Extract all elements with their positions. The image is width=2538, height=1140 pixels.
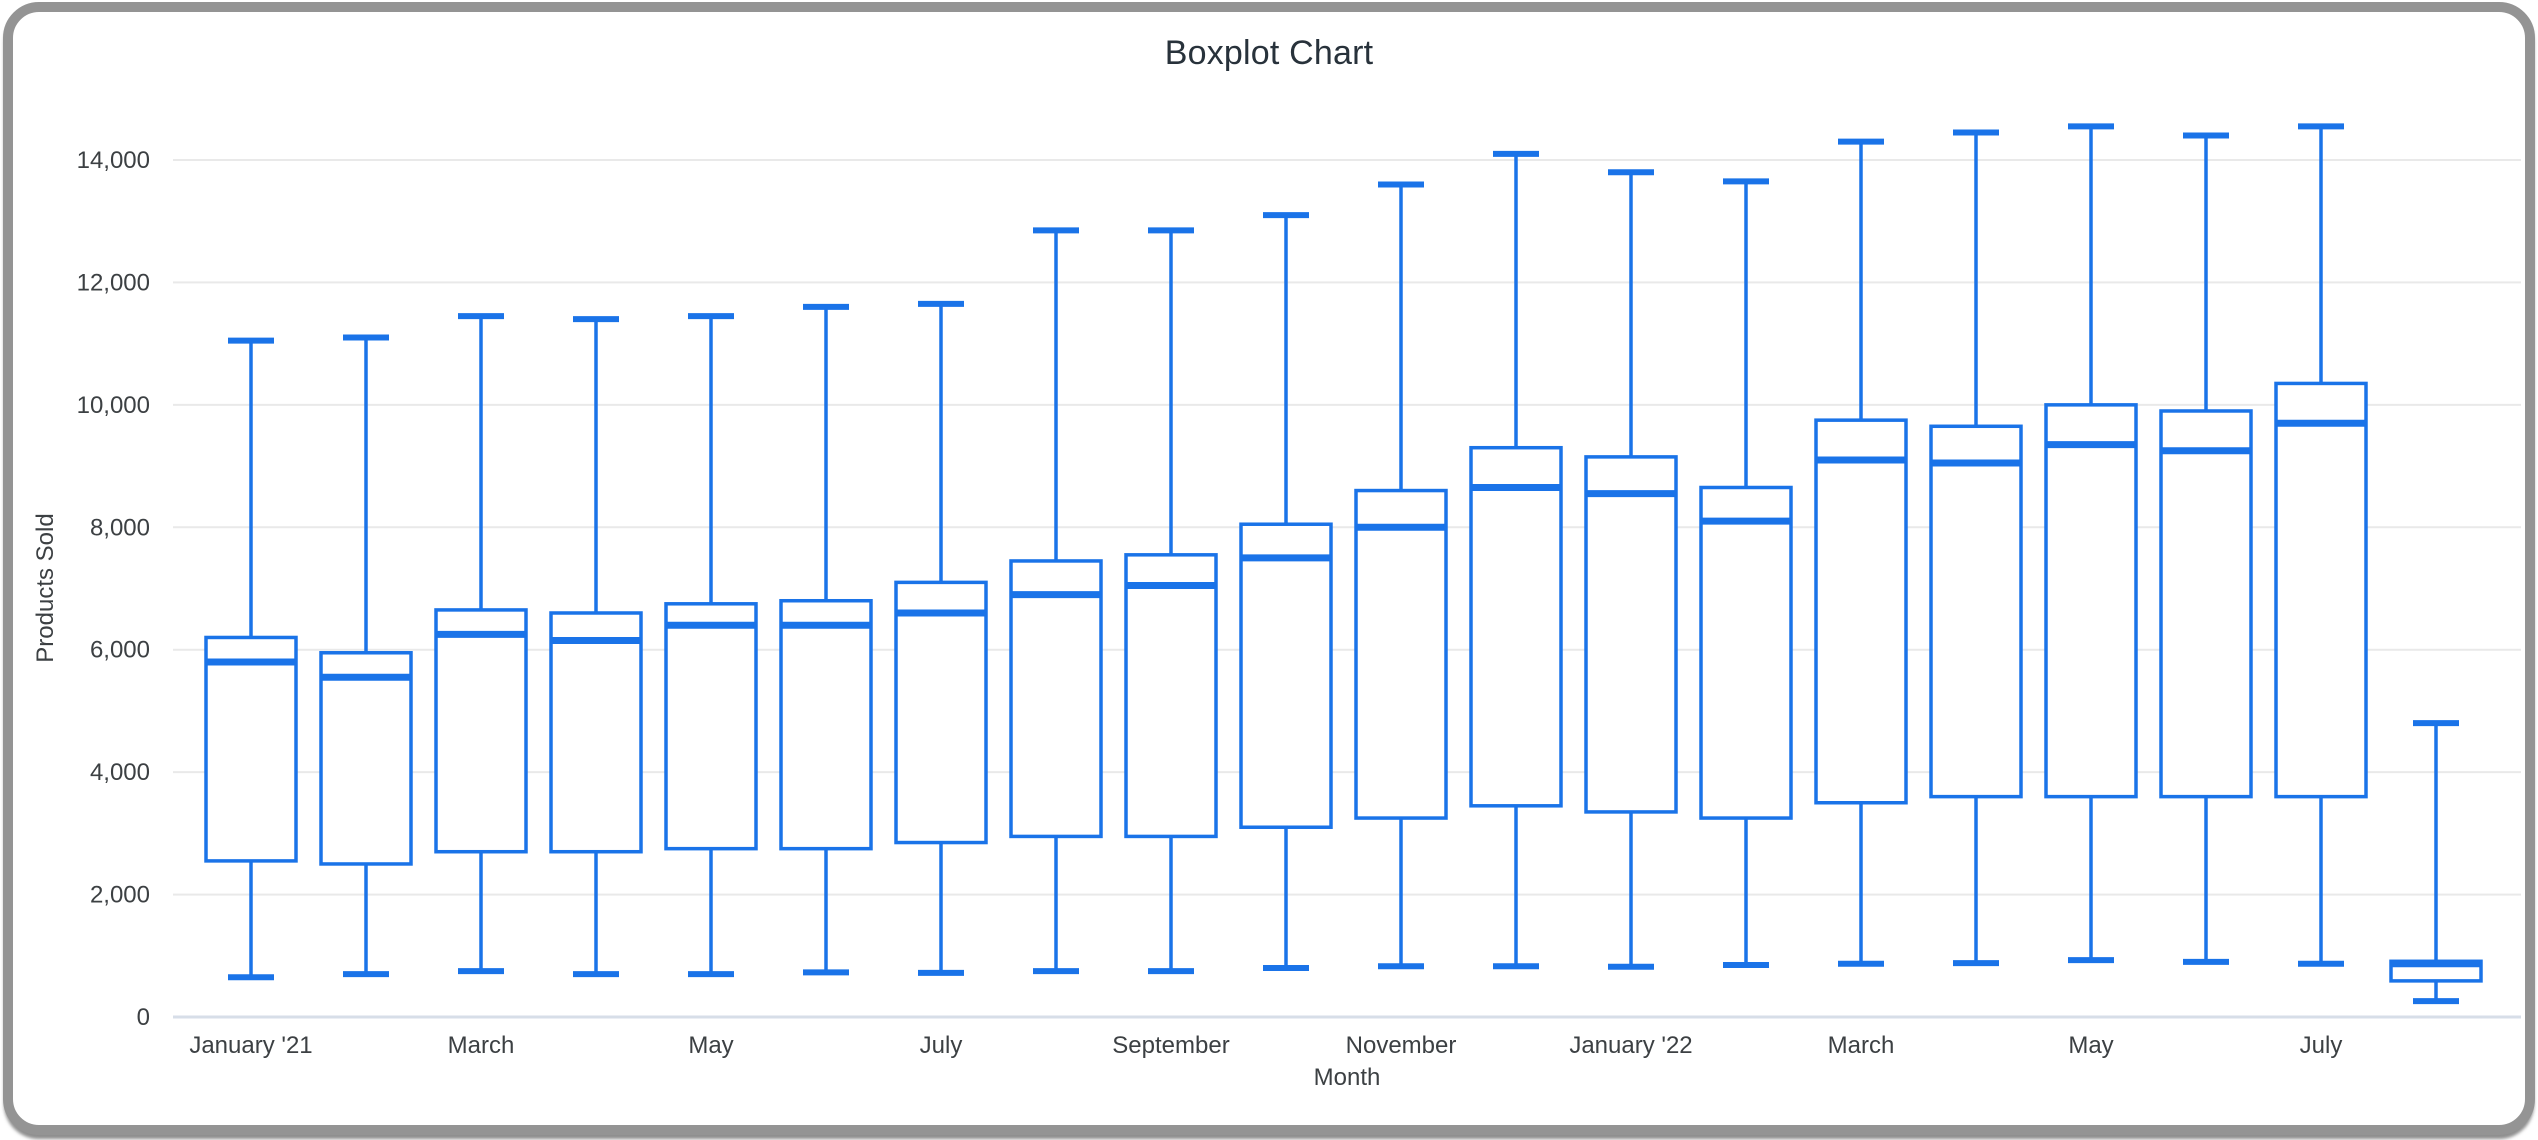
box-rect [1584, 455, 1678, 814]
boxplot-box[interactable] [1354, 181, 1448, 970]
x-tick-label: May [2068, 1032, 2113, 1059]
y-tick-label: 14,000 [77, 147, 150, 174]
box-rect [1354, 488, 1448, 820]
box-rect [204, 635, 298, 863]
boxplot-box[interactable] [1584, 169, 1678, 970]
box-rect [2159, 409, 2253, 799]
box-rect [549, 611, 643, 854]
boxplot-box[interactable] [1469, 150, 1563, 970]
boxplot-box[interactable] [1814, 138, 1908, 967]
x-tick-label: May [688, 1032, 733, 1059]
boxplot-box[interactable] [2159, 132, 2253, 965]
y-tick-label: 6,000 [90, 637, 150, 664]
boxplot-box[interactable] [1009, 227, 1103, 975]
boxplot-box[interactable] [664, 313, 758, 978]
boxplot-box[interactable] [319, 334, 413, 978]
y-tick-label: 0 [137, 1004, 150, 1031]
y-tick-label: 2,000 [90, 882, 150, 909]
box-rect [664, 602, 758, 851]
box-rect [1814, 418, 1908, 805]
x-tick-label: September [1112, 1032, 1229, 1059]
boxplot-box[interactable] [549, 316, 643, 978]
boxplot-box[interactable] [1929, 129, 2023, 967]
boxplot-box[interactable] [204, 337, 298, 981]
x-tick-label: November [1346, 1032, 1457, 1059]
x-tick-label: July [920, 1032, 963, 1059]
boxplot-box[interactable] [2274, 123, 2368, 967]
x-tick-label: January '21 [189, 1032, 312, 1059]
y-tick-label: 12,000 [77, 269, 150, 296]
x-tick-label: July [2300, 1032, 2343, 1059]
box-rect [1239, 522, 1333, 829]
boxplot-box[interactable] [1124, 227, 1218, 975]
box-rect [1009, 559, 1103, 839]
box-rect [1929, 424, 2023, 799]
y-tick-label: 10,000 [77, 392, 150, 419]
x-tick-label: March [448, 1032, 515, 1059]
box-rect [779, 598, 873, 851]
boxplot-box[interactable] [1239, 212, 1333, 972]
boxplot-box[interactable] [434, 313, 528, 975]
boxplot-box[interactable] [894, 300, 988, 976]
box-rect [2274, 381, 2368, 799]
box-rect [1699, 485, 1793, 820]
boxplot-box[interactable] [1699, 178, 1793, 968]
box-rect [1469, 445, 1563, 808]
box-rect [2044, 403, 2138, 799]
y-tick-label: 8,000 [90, 514, 150, 541]
boxplot-box[interactable] [2389, 720, 2483, 1005]
x-tick-label: January '22 [1569, 1032, 1692, 1059]
x-tick-label: March [1828, 1032, 1895, 1059]
box-rect [319, 651, 413, 866]
box-rect [894, 580, 988, 845]
x-axis-title: Month [1313, 1064, 1381, 1091]
y-tick-label: 4,000 [90, 759, 150, 786]
box-rect [1124, 553, 1218, 839]
boxplot-box[interactable] [779, 303, 873, 976]
chart-title: Boxplot Chart [1164, 34, 1374, 72]
box-rect [434, 608, 528, 854]
boxplot-box[interactable] [2044, 123, 2138, 964]
